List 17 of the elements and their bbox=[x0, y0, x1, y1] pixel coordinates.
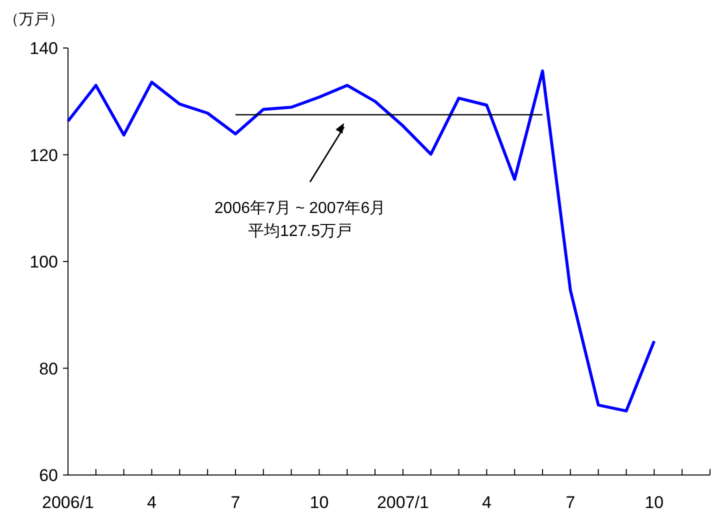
x-tick-label: 10 bbox=[310, 493, 329, 512]
y-tick-label: 120 bbox=[30, 146, 58, 165]
x-tick-label: 4 bbox=[147, 493, 156, 512]
x-tick-label: 2007/1 bbox=[376, 493, 429, 512]
line-series bbox=[66, 69, 656, 412]
x-tick-label: 7 bbox=[566, 493, 576, 512]
x-tick-label: 2006/1 bbox=[42, 493, 94, 512]
x-tick-label: 4 bbox=[482, 493, 492, 512]
y-tick-label: 60 bbox=[39, 466, 58, 485]
x-tick-label: 10 bbox=[644, 493, 664, 512]
y-tick-label: 140 bbox=[30, 39, 58, 58]
y-axis-title: （万戸） bbox=[4, 11, 64, 28]
annotation: 平均127.5万戸 bbox=[248, 223, 352, 240]
y-tick-label: 100 bbox=[30, 252, 58, 272]
x-tick-label: 7 bbox=[230, 493, 240, 512]
y-tick-label: 80 bbox=[39, 359, 58, 378]
annotation: 2006年7月 ~ 2007年6月 bbox=[214, 200, 386, 217]
